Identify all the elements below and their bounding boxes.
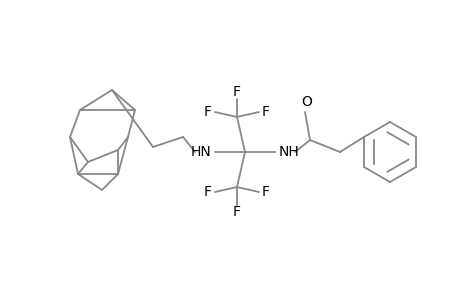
Text: F: F [233,85,241,99]
Text: F: F [203,185,212,199]
Text: F: F [233,205,241,219]
Text: NH: NH [278,145,299,159]
Text: F: F [262,105,269,119]
Text: F: F [262,185,269,199]
Text: O: O [301,95,312,109]
Text: HN: HN [190,145,211,159]
Text: F: F [203,105,212,119]
